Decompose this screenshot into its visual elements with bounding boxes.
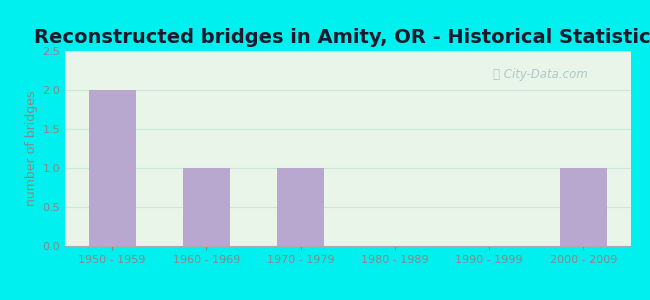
Title: Reconstructed bridges in Amity, OR - Historical Statistics: Reconstructed bridges in Amity, OR - His… [34,28,650,47]
Y-axis label: number of bridges: number of bridges [25,91,38,206]
Bar [560,168,607,246]
Bar [88,90,136,246]
Bar [277,168,324,246]
Text: ⓘ City-Data.com: ⓘ City-Data.com [493,68,588,81]
Bar [183,168,230,246]
